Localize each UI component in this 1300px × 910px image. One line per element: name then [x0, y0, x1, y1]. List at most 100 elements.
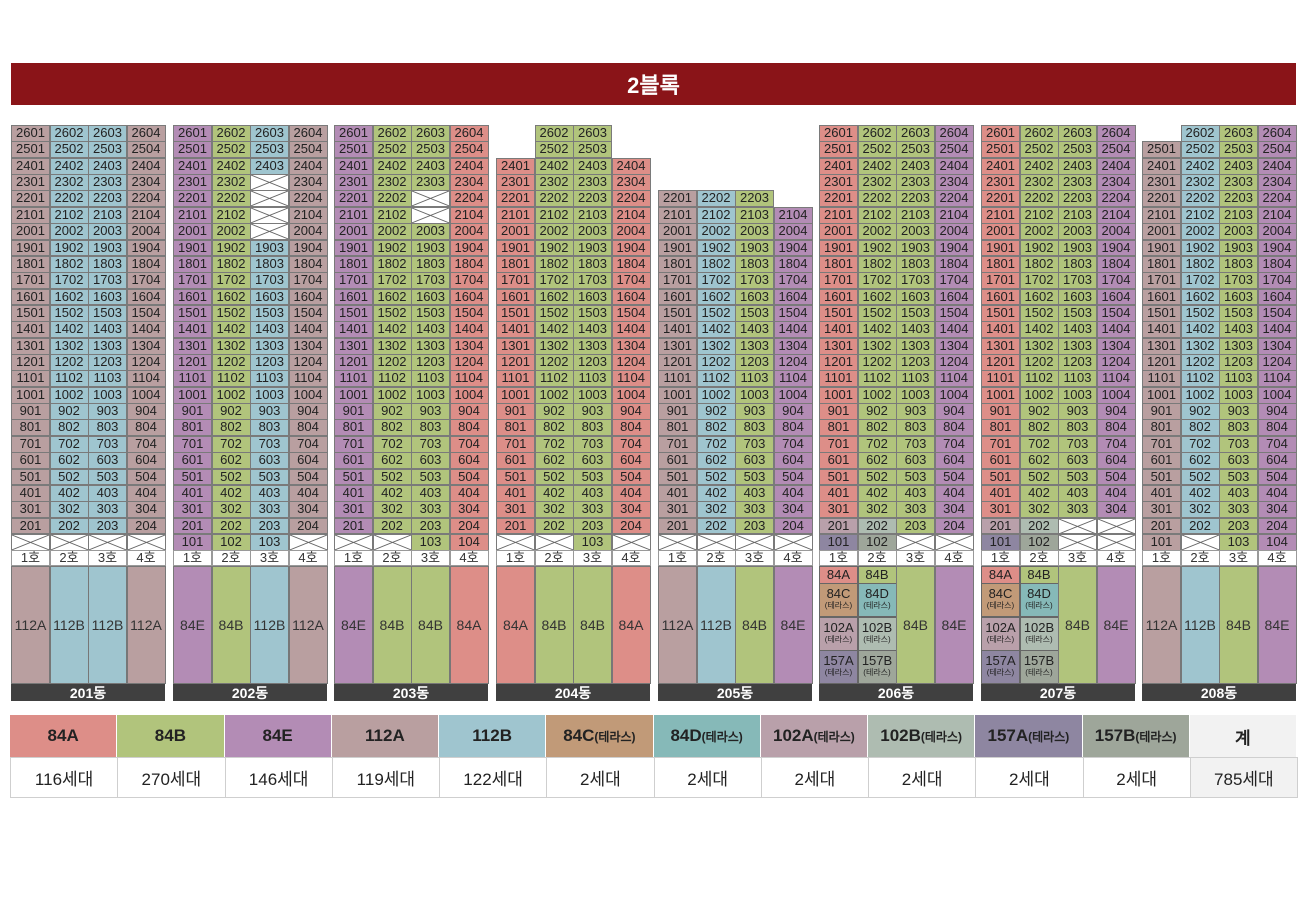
unit-cell[interactable]: 1804 [288, 255, 328, 273]
unit-cell[interactable]: 1704 [126, 272, 166, 290]
unit-cell[interactable]: 1702 [696, 272, 736, 290]
unit-cell[interactable]: 1803 [250, 255, 289, 273]
unit-cell[interactable]: 503 [250, 468, 289, 486]
unit-cell[interactable]: 2203 [896, 190, 935, 208]
unit-cell[interactable]: 303 [896, 501, 935, 519]
unit-cell[interactable]: 2304 [126, 174, 166, 191]
unit-cell[interactable]: 2001 [658, 223, 697, 241]
unit-cell[interactable]: 1602 [1180, 288, 1220, 306]
unit-cell[interactable]: 404 [773, 484, 813, 502]
unit-cell[interactable]: 1402 [857, 321, 897, 339]
unit-cell[interactable]: 2301 [173, 174, 212, 191]
unit-cell[interactable]: 701 [1142, 435, 1181, 453]
unit-cell[interactable]: 1401 [981, 321, 1020, 339]
unit-cell[interactable]: 1703 [896, 272, 935, 290]
unit-cell[interactable]: 1101 [658, 370, 697, 388]
unit-cell[interactable]: 1902 [49, 239, 89, 257]
unit-cell[interactable]: 1804 [1096, 255, 1136, 273]
unit-cell[interactable]: 1903 [1058, 239, 1097, 257]
unit-cell[interactable]: 1203 [1219, 354, 1258, 371]
unit-cell[interactable]: 802 [49, 419, 89, 437]
unit-cell[interactable]: 902 [211, 403, 251, 420]
unit-cell[interactable]: 2101 [496, 206, 535, 224]
unit-cell[interactable]: 103 [411, 534, 450, 551]
unit-cell[interactable]: 904 [1096, 403, 1136, 420]
unit-cell[interactable]: 2002 [211, 223, 251, 241]
unit-cell[interactable]: 701 [173, 435, 212, 453]
unit-cell[interactable]: 202 [372, 517, 412, 535]
unit-cell[interactable]: 1201 [819, 354, 858, 371]
unit-cell[interactable]: 1904 [449, 239, 489, 257]
unit-cell[interactable]: 1503 [896, 304, 935, 322]
unit-cell[interactable]: 1804 [1257, 255, 1297, 273]
unit-cell[interactable]: 703 [88, 435, 127, 453]
unit-cell[interactable]: 1301 [11, 337, 50, 355]
unit-cell[interactable]: 1803 [88, 255, 127, 273]
unit-cell[interactable]: 203 [411, 517, 450, 535]
unit-cell[interactable]: 304 [1096, 501, 1136, 519]
unit-cell[interactable]: 602 [1180, 452, 1220, 470]
unit-cell[interactable]: 1602 [1019, 288, 1059, 306]
unit-cell[interactable]: 1301 [334, 337, 373, 355]
unit-cell[interactable]: 704 [773, 435, 813, 453]
unit-cell[interactable]: 704 [934, 435, 974, 453]
unit-cell[interactable]: 203 [250, 517, 289, 535]
unit-cell[interactable]: 2301 [1142, 174, 1181, 191]
unit-cell[interactable]: 1802 [1019, 255, 1059, 273]
unit-cell[interactable]: 2401 [819, 157, 858, 175]
unit-cell[interactable]: 2001 [334, 223, 373, 241]
unit-cell[interactable]: 701 [334, 435, 373, 453]
unit-cell[interactable]: 2102 [372, 206, 412, 224]
unit-cell[interactable]: 2303 [896, 174, 935, 191]
unit-cell[interactable]: 1603 [1219, 288, 1258, 306]
unit-cell[interactable]: 1001 [819, 386, 858, 404]
unit-cell[interactable]: 1101 [173, 370, 212, 388]
unit-cell[interactable]: 1401 [819, 321, 858, 339]
unit-cell[interactable]: 904 [126, 403, 166, 420]
unit-cell[interactable]: 403 [896, 484, 935, 502]
unit-cell[interactable]: 1104 [611, 370, 651, 388]
unit-cell[interactable]: 1103 [1058, 370, 1097, 388]
unit-cell[interactable]: 2102 [1019, 206, 1059, 224]
unit-cell[interactable]: 1004 [1096, 386, 1136, 404]
unit-cell[interactable]: 2003 [411, 223, 450, 241]
unit-cell[interactable]: 2002 [696, 223, 736, 241]
unit-cell[interactable]: 901 [819, 403, 858, 420]
unit-cell[interactable]: 2404 [126, 157, 166, 175]
unit-cell[interactable]: 1803 [735, 255, 774, 273]
unit-cell[interactable]: 1003 [1219, 386, 1258, 404]
unit-cell[interactable]: 2603 [896, 125, 935, 142]
unit-cell[interactable]: 302 [857, 501, 897, 519]
unit-cell[interactable]: 402 [1019, 484, 1059, 502]
unit-cell[interactable]: 2502 [857, 141, 897, 159]
unit-cell[interactable]: 1703 [1219, 272, 1258, 290]
unit-cell[interactable]: 301 [173, 501, 212, 519]
unit-cell[interactable]: 2502 [372, 141, 412, 159]
unit-cell[interactable]: 1203 [411, 354, 450, 371]
unit-cell[interactable]: 1703 [1058, 272, 1097, 290]
unit-cell[interactable]: 2104 [1096, 206, 1136, 224]
unit-cell[interactable]: 303 [735, 501, 774, 519]
unit-cell[interactable]: 2201 [981, 190, 1020, 208]
unit-cell[interactable]: 2604 [1257, 125, 1297, 142]
unit-cell[interactable]: 2104 [126, 206, 166, 224]
unit-cell[interactable]: 1704 [934, 272, 974, 290]
unit-cell[interactable]: 2603 [411, 125, 450, 142]
unit-cell[interactable]: 1203 [1058, 354, 1097, 371]
unit-cell[interactable]: 802 [1019, 419, 1059, 437]
unit-cell[interactable]: 1302 [1180, 337, 1220, 355]
unit-cell[interactable]: 1601 [819, 288, 858, 306]
unit-cell[interactable]: 1301 [173, 337, 212, 355]
unit-cell[interactable]: 1901 [496, 239, 535, 257]
unit-cell[interactable]: 204 [611, 517, 651, 535]
unit-cell[interactable]: 2604 [1096, 125, 1136, 142]
unit-cell[interactable]: 1104 [449, 370, 489, 388]
unit-cell[interactable]: 1802 [372, 255, 412, 273]
unit-cell[interactable]: 703 [411, 435, 450, 453]
unit-cell[interactable]: 1604 [1257, 288, 1297, 306]
unit-cell[interactable]: 1604 [773, 288, 813, 306]
unit-cell[interactable]: 1802 [211, 255, 251, 273]
unit-cell[interactable]: 1803 [1219, 255, 1258, 273]
unit-cell[interactable]: 504 [611, 468, 651, 486]
unit-cell[interactable]: 201 [11, 517, 50, 535]
